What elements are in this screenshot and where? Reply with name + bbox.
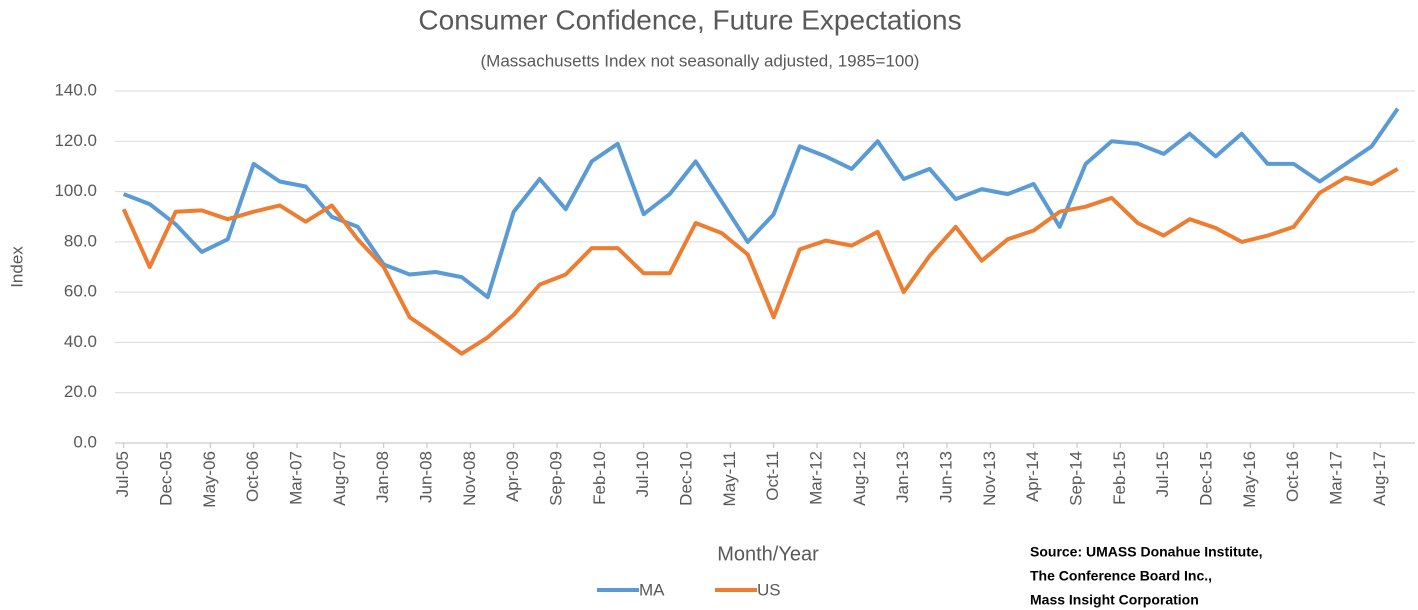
- source-note: Mass Insight Corporation: [1030, 592, 1199, 608]
- x-tick-label: Nov-13: [980, 451, 999, 506]
- x-tick-label: Nov-08: [460, 451, 479, 506]
- x-tick-label: Mar-07: [286, 451, 305, 505]
- y-axis-label: Index: [7, 246, 26, 288]
- legend-label: MA: [639, 580, 665, 599]
- x-tick-label: Aug-07: [330, 451, 349, 506]
- x-tick-label: Jan-08: [373, 451, 392, 503]
- x-tick-label: Aug-17: [1370, 451, 1389, 506]
- y-tick-label: 140.0: [54, 80, 97, 99]
- x-tick-label: Dec-10: [676, 451, 695, 506]
- x-tick-label: Jun-08: [416, 451, 435, 503]
- x-tick-label: May-16: [1240, 451, 1259, 508]
- x-tick-label: Jul-05: [113, 451, 132, 497]
- x-tick-label: Oct-16: [1283, 451, 1302, 502]
- x-tick-label: Apr-09: [503, 451, 522, 502]
- series-line: [121, 167, 1399, 356]
- x-tick-label: Dec-15: [1196, 451, 1215, 506]
- x-tick-label: Jul-15: [1153, 451, 1172, 497]
- series-line: [122, 107, 1400, 300]
- y-tick-label: 60.0: [64, 282, 97, 301]
- legend-label: US: [757, 580, 781, 599]
- x-tick-label: Oct-11: [763, 451, 782, 501]
- x-tick-label: Apr-14: [1023, 451, 1042, 502]
- x-tick-label: Sep-09: [546, 451, 565, 506]
- y-tick-label: 120.0: [54, 131, 97, 150]
- x-tick-label: Sep-14: [1066, 451, 1085, 506]
- x-tick-label: Jan-13: [893, 451, 912, 503]
- source-note: The Conference Board Inc.,: [1030, 568, 1212, 584]
- y-tick-label: 0.0: [73, 432, 97, 451]
- y-tick-label: 40.0: [64, 332, 97, 351]
- y-tick-label: 20.0: [64, 382, 97, 401]
- x-tick-label: Mar-12: [806, 451, 825, 505]
- x-tick-label: Jul-10: [633, 451, 652, 497]
- y-tick-label: 100.0: [54, 181, 97, 200]
- x-tick-label: May-11: [720, 451, 739, 506]
- source-note: Source: UMASS Donahue Institute,: [1030, 544, 1263, 560]
- x-tick-label: Feb-10: [590, 451, 609, 505]
- x-tick-label: Dec-05: [156, 451, 175, 506]
- x-tick-label: Jun-13: [936, 451, 955, 503]
- x-tick-label: Mar-17: [1326, 451, 1345, 505]
- y-tick-label: 80.0: [64, 231, 97, 250]
- x-tick-label: May-06: [200, 451, 219, 508]
- x-axis-label: Month/Year: [717, 543, 819, 565]
- x-tick-label: Feb-15: [1110, 451, 1129, 505]
- x-tick-label: Aug-12: [850, 451, 869, 506]
- x-tick-label: Oct-06: [243, 451, 262, 502]
- chart-subtitle: (Massachusetts Index not seasonally adju…: [481, 51, 920, 70]
- chart-title: Consumer Confidence, Future Expectations: [418, 4, 961, 35]
